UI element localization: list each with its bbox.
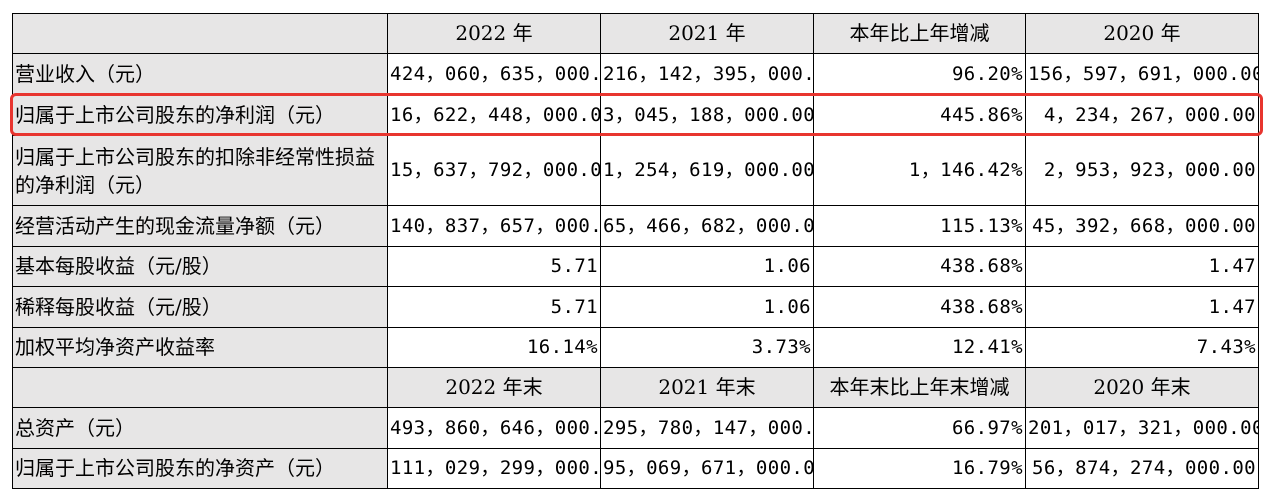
row-label: 归属于上市公司股东的净利润（元） xyxy=(12,94,388,136)
value-2022: 111，029，299，000.00 xyxy=(387,448,601,489)
value-change: 438.68% xyxy=(813,246,1026,287)
value-2022: 140，837，657，000.00 xyxy=(387,205,601,247)
header-2022-end: 2022 年末 xyxy=(387,367,601,408)
value-2020: 1.47 xyxy=(1025,286,1259,328)
value-2021: 1.06 xyxy=(600,246,814,287)
value-2020: 2，953，923，000.00 xyxy=(1025,135,1259,206)
header-2021: 2021 年 xyxy=(600,13,814,54)
table-row: 归属于上市公司股东的净资产（元） 111，029，299，000.00 95，0… xyxy=(12,448,1259,489)
header-blank-cell xyxy=(12,367,388,408)
value-change: 96.20% xyxy=(813,53,1026,95)
row-label: 归属于上市公司股东的净资产（元） xyxy=(12,448,388,489)
value-2022: 424，060，635，000.00 xyxy=(387,53,601,95)
value-2020: 201，017，321，000.00 xyxy=(1025,407,1259,449)
value-2021: 65，466，682，000.00 xyxy=(600,205,814,247)
row-label: 经营活动产生的现金流量净额（元） xyxy=(12,205,388,247)
value-2021: 95，069，671，000.00 xyxy=(600,448,814,489)
value-2021: 3，045，188，000.00 xyxy=(600,94,814,136)
value-change: 1，146.42% xyxy=(813,135,1026,206)
value-2020: 56，874，274，000.00 xyxy=(1025,448,1259,489)
value-change: 115.13% xyxy=(813,205,1026,247)
header-2020: 2020 年 xyxy=(1025,13,1259,54)
value-2020: 1.47 xyxy=(1025,246,1259,287)
value-2022: 5.71 xyxy=(387,246,601,287)
row-label: 总资产（元） xyxy=(12,407,388,449)
header-change: 本年比上年增减 xyxy=(813,13,1026,54)
value-2022: 5.71 xyxy=(387,286,601,328)
value-2021: 1.06 xyxy=(600,286,814,328)
value-2022: 493，860，646，000.00 xyxy=(387,407,601,449)
value-2021: 3.73% xyxy=(600,327,814,368)
value-2022: 16.14% xyxy=(387,327,601,368)
value-2021: 216，142，395，000.00 xyxy=(600,53,814,95)
value-change: 16.79% xyxy=(813,448,1026,489)
value-2020: 45，392，668，000.00 xyxy=(1025,205,1259,247)
header-2021-end: 2021 年末 xyxy=(600,367,814,408)
table-row: 营业收入（元） 424，060，635，000.00 216，142，395，0… xyxy=(12,53,1259,95)
header-2022: 2022 年 xyxy=(387,13,601,54)
table-row: 归属于上市公司股东的扣除非经常性损益的净利润（元） 15，637，792，000… xyxy=(12,135,1259,206)
value-2021: 1，254，619，000.00 xyxy=(600,135,814,206)
value-change: 445.86% xyxy=(813,94,1026,136)
row-label: 稀释每股收益（元/股） xyxy=(12,286,388,328)
value-2020: 156，597，691，000.00 xyxy=(1025,53,1259,95)
header-row-annual: 2022 年 2021 年 本年比上年增减 2020 年 xyxy=(12,13,1259,54)
header-blank-cell xyxy=(12,13,388,54)
table-row: 归属于上市公司股东的净利润（元） 16，622，448，000.00 3，045… xyxy=(12,94,1259,136)
value-2021: 295，780，147，000.00 xyxy=(600,407,814,449)
value-2022: 16，622，448，000.00 xyxy=(387,94,601,136)
table-row: 基本每股收益（元/股） 5.71 1.06 438.68% 1.47 xyxy=(12,246,1259,287)
header-2020-end: 2020 年末 xyxy=(1025,367,1259,408)
value-change: 66.97% xyxy=(813,407,1026,449)
value-2020: 4，234，267，000.00 xyxy=(1025,94,1259,136)
table-row: 总资产（元） 493，860，646，000.00 295，780，147，00… xyxy=(12,407,1259,449)
row-label: 营业收入（元） xyxy=(12,53,388,95)
table-row: 经营活动产生的现金流量净额（元） 140，837，657，000.00 65，4… xyxy=(12,205,1259,247)
value-change: 12.41% xyxy=(813,327,1026,368)
table-row: 稀释每股收益（元/股） 5.71 1.06 438.68% 1.47 xyxy=(12,286,1259,328)
table-row: 加权平均净资产收益率 16.14% 3.73% 12.41% 7.43% xyxy=(12,327,1259,368)
value-change: 438.68% xyxy=(813,286,1026,328)
value-2020: 7.43% xyxy=(1025,327,1259,368)
row-label: 基本每股收益（元/股） xyxy=(12,246,388,287)
header-row-year-end: 2022 年末 2021 年末 本年末比上年末增减 2020 年末 xyxy=(12,367,1259,408)
row-label: 归属于上市公司股东的扣除非经常性损益的净利润（元） xyxy=(12,135,388,206)
header-change-end: 本年末比上年末增减 xyxy=(813,367,1026,408)
row-label: 加权平均净资产收益率 xyxy=(12,327,388,368)
value-2022: 15，637，792，000.00 xyxy=(387,135,601,206)
financial-summary-table: 2022 年 2021 年 本年比上年增减 2020 年 营业收入（元） 424… xyxy=(12,13,1259,489)
